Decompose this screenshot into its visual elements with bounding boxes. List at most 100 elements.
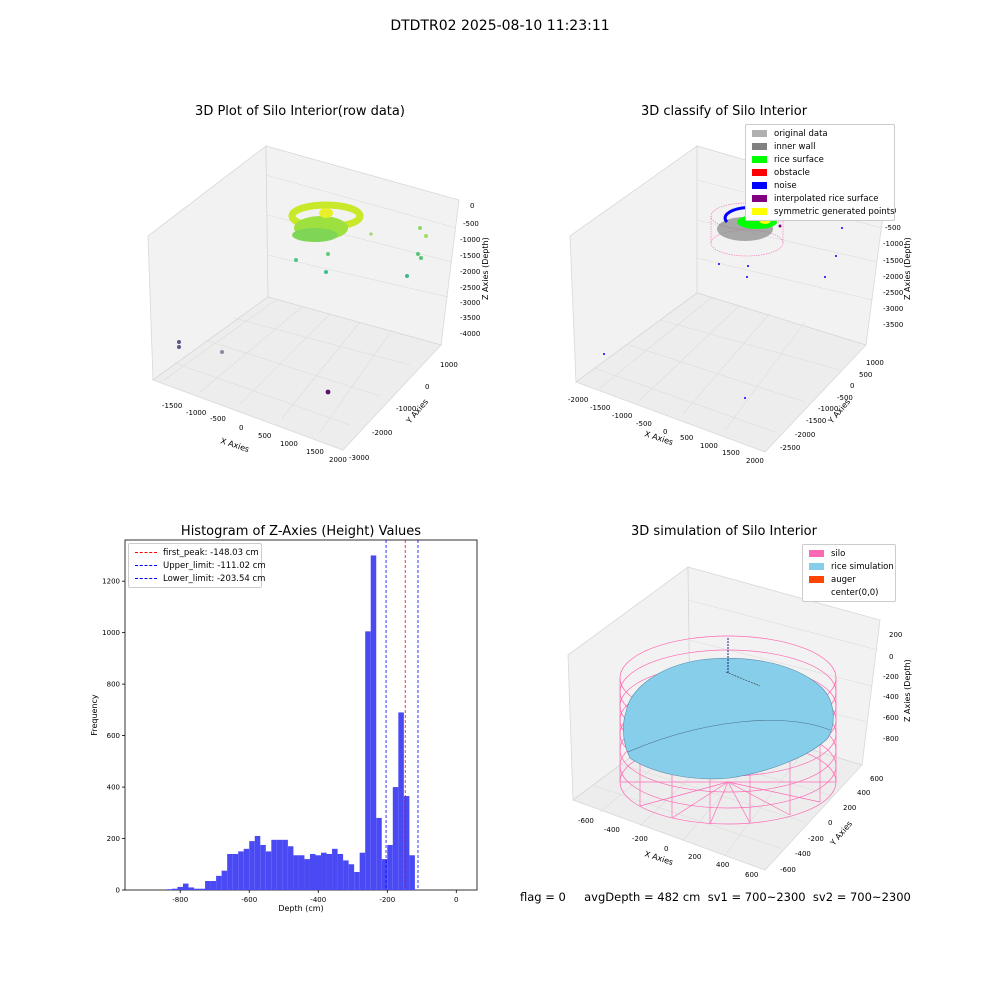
panel4-ztick: -200 [883, 673, 899, 681]
panel1-xtick: 0 [239, 424, 243, 432]
histogram-legend: first_peak: -148.03 cm Upper_limit: -111… [128, 543, 266, 588]
legend-item-upper-limit: Upper_limit: -111.02 cm [129, 559, 266, 572]
panel1-ztick: -1000 [460, 236, 480, 244]
legend-label: inner wall [774, 141, 816, 152]
swatch-icon [752, 143, 767, 150]
legend-item-rice-surface: rice surface [746, 153, 894, 166]
rice-surface [623, 657, 834, 780]
panel1-point-cloud [177, 201, 428, 395]
panel2-ztick: -3500 [883, 321, 903, 329]
legend-label: center(0,0) [831, 587, 879, 598]
histogram-bar [409, 855, 415, 890]
swatch-icon [752, 195, 767, 202]
legend-label: noise [774, 180, 797, 191]
center-marker [725, 671, 761, 687]
histogram-bar [359, 852, 366, 890]
panel4-zlabel: Z Axies (Depth) [903, 659, 912, 722]
swatch-icon [809, 589, 824, 596]
panel2-ztick: -500 [885, 224, 901, 232]
histogram-bar [398, 712, 404, 890]
legend-item-center: center(0,0) [803, 586, 895, 599]
histogram-bar [249, 841, 255, 890]
panel2-xtick: 2000 [746, 457, 764, 465]
legend-item-first-peak: first_peak: -148.03 cm [129, 546, 261, 559]
histogram-bar [282, 839, 288, 890]
histogram-bar [403, 796, 410, 890]
panel4-ytick: 600 [870, 775, 883, 783]
histogram-xlabel: Depth (cm) [278, 904, 323, 913]
histogram-bar [205, 880, 211, 890]
swatch-icon [809, 563, 824, 570]
panel2-floor-pane [575, 292, 867, 453]
histogram-bars [166, 555, 415, 890]
panel1-ztick: -1500 [460, 252, 480, 260]
panel2-ytick: 500 [859, 371, 872, 379]
panel2-ztick: -1500 [883, 257, 903, 265]
panel2-ytick: -1500 [806, 417, 826, 425]
legend-label: rice simulation [831, 561, 894, 572]
panel1-ytick: 1000 [440, 361, 458, 369]
panel2-ztick: -3000 [883, 305, 903, 313]
panel2-zlabel: Z Axies (Depth) [903, 237, 912, 300]
histogram-bar [254, 835, 261, 890]
panel4-title: 3D simulation of Silo Interior [631, 524, 817, 539]
panel4-ztick: 0 [889, 653, 893, 661]
swatch-icon [752, 156, 767, 163]
legend-item-rice-simulation: rice simulation [803, 560, 895, 573]
panel2-ytick: -2500 [780, 444, 800, 452]
histogram-bar [298, 855, 305, 890]
panel1-xtick: -1500 [162, 402, 182, 410]
histogram-bar [293, 855, 299, 890]
legend-item-obstacle: obstacle [746, 166, 894, 179]
rice-surface-ridge [627, 720, 831, 753]
legend-item-silo: silo [803, 547, 895, 560]
panel4-ytick: 400 [857, 789, 870, 797]
histogram-bar [227, 853, 233, 890]
panel2-ztick: -2000 [883, 273, 903, 281]
legend-label: Lower_limit: -203.54 cm [163, 573, 266, 584]
legend-label: silo [831, 548, 846, 559]
histogram-bar [271, 839, 277, 890]
y-tick-label: 1000 [102, 629, 120, 637]
panel2-ytick: -2000 [795, 431, 815, 439]
panel4-xtick: 400 [716, 861, 729, 869]
panel4-xtick: -600 [578, 817, 594, 825]
panel3-title: Histogram of Z-Axies (Height) Values [180, 524, 422, 539]
panel4-legend: silo rice simulation auger center(0,0) [802, 544, 896, 602]
legend-label: Upper_limit: -111.02 cm [163, 560, 266, 571]
panel2-ytick: -500 [837, 394, 853, 402]
legend-item-lower-limit: Lower_limit: -203.54 cm [129, 572, 265, 585]
panel2-xtick: 1500 [722, 449, 740, 457]
legend-label: obstacle [774, 167, 810, 178]
panel2-xtick: 0 [663, 428, 667, 436]
panel1-ztick: -500 [463, 220, 479, 228]
legend-item-noise: noise [746, 179, 894, 192]
legend-label: original data [774, 128, 828, 139]
panel4-ytick: 200 [843, 804, 856, 812]
panel1-xtick: -500 [210, 415, 226, 423]
legend-label: interpolated rice surface [774, 193, 879, 204]
histogram-bar [381, 859, 388, 890]
y-tick-label: 400 [107, 784, 120, 792]
legend-item-interpolated: interpolated rice surface [746, 192, 894, 205]
panel1-zlabel: Z Axies (Depth) [481, 237, 490, 300]
panel1-ytick: -2000 [372, 429, 392, 437]
histogram-bar [188, 887, 195, 890]
histogram-bar [321, 852, 327, 890]
panel2-ytick: 0 [850, 382, 854, 390]
panel2-ztick: -1000 [883, 240, 903, 248]
histogram-bar [199, 888, 206, 890]
histogram-bar [348, 864, 355, 890]
panel4-ytick: 0 [828, 819, 832, 827]
panel2-xtick: 500 [680, 434, 693, 442]
x-tick-label: 0 [454, 896, 458, 904]
histogram-bar [194, 888, 200, 890]
panel1-ztick: -2000 [460, 268, 480, 276]
panel1-floor-pane [152, 296, 442, 451]
x-tick-label: -400 [310, 896, 326, 904]
legend-item-original-data: original data [746, 127, 894, 140]
histogram-x-ticks: -800 -600 -400 -200 0 [172, 890, 459, 904]
panel1-grid [163, 174, 457, 433]
